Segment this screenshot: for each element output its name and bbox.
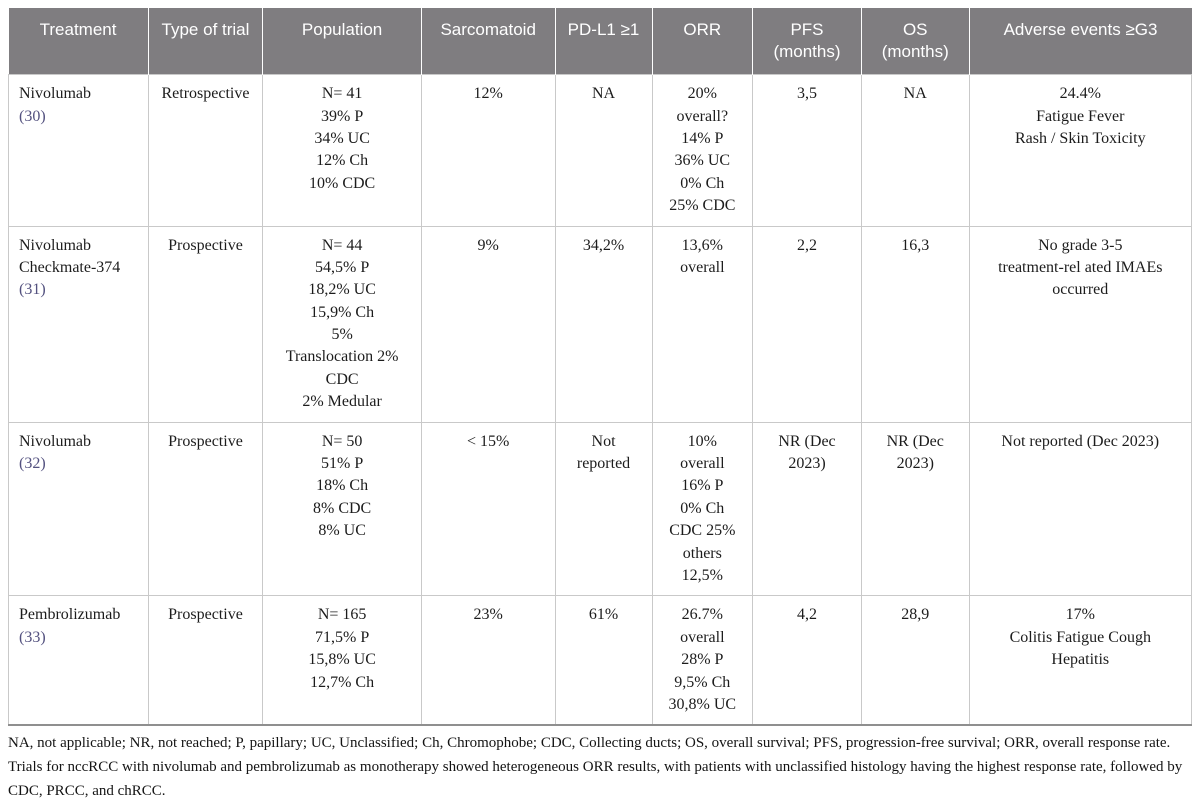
cell-pdl1: 61%	[554, 595, 653, 726]
cell-treatment: Nivolumab (30)	[8, 74, 149, 227]
cell-sarcomatoid: 12%	[420, 74, 556, 227]
cell-os: 28,9	[860, 595, 970, 726]
cell-trial_type: Prospective	[147, 225, 264, 423]
citation-link[interactable]: (32)	[19, 455, 46, 473]
treatment-name: Pembrolizumab	[19, 606, 121, 624]
trials-table: Treatment Type of trial Population Sarcomat…	[8, 8, 1193, 727]
table-header: Treatment Type of trial Population Sarcomat…	[8, 8, 1192, 75]
treatment-name: Nivolumab	[19, 85, 91, 103]
column-header-pdl1: PD-L1 ≥1	[554, 8, 653, 75]
cell-pfs: NR (Dec 2023)	[752, 421, 862, 597]
table-footnotes: NA, not applicable; NR, not reached; P, …	[8, 732, 1192, 803]
abbreviations-note: NA, not applicable; NR, not reached; P, …	[8, 735, 1171, 752]
column-header-sarcomatoid: Sarcomatoid	[420, 8, 556, 75]
column-header-population: Population	[262, 8, 422, 75]
cell-population: N= 44 54,5% P 18,2% UC 15,9% Ch 5% Trans…	[262, 225, 422, 423]
column-header-adverse: Adverse events ≥G3	[968, 8, 1192, 75]
citation-link[interactable]: (31)	[19, 281, 46, 299]
header-row: Treatment Type of trial Population Sarcomat…	[8, 8, 1192, 75]
column-header-trial_type: Type of trial	[147, 8, 263, 75]
cell-pdl1: NA	[554, 74, 653, 227]
table-body: Nivolumab (30) Retrospective N= 41 39% P 3…	[8, 74, 1193, 726]
column-header-pfs: PFS (months)	[752, 8, 862, 75]
cell-population: N= 50 51% P 18% Ch 8% CDC 8% UC	[262, 421, 422, 597]
cell-orr: 20% overall? 14% P 36% UC 0% Ch 25% CDC	[651, 74, 754, 227]
cell-pdl1: Not reported	[554, 421, 653, 597]
cell-adverse: 17% Colitis Fatigue Cough Hepatitis	[968, 595, 1193, 726]
column-header-orr: ORR	[651, 8, 753, 75]
cell-os: NR (Dec 2023)	[860, 421, 970, 597]
cell-pdl1: 34,2%	[554, 225, 653, 423]
column-header-treatment: Treatment	[8, 8, 149, 75]
citation-link[interactable]: (33)	[19, 628, 46, 646]
cell-orr: 26.7% overall 28% P 9,5% Ch 30,8% UC	[651, 595, 754, 726]
table-row: Pembrolizumab (33) Prospective N= 165 71,5…	[8, 595, 1193, 726]
column-header-os: OS (months)	[860, 8, 970, 75]
table-row: Nivolumab (30) Retrospective N= 41 39% P 3…	[8, 74, 1193, 227]
cell-population: N= 41 39% P 34% UC 12% Ch 10% CDC	[262, 74, 422, 227]
cell-sarcomatoid: 23%	[420, 595, 556, 726]
cell-pfs: 2,2	[752, 225, 862, 423]
cell-population: N= 165 71,5% P 15,8% UC 12,7% Ch	[262, 595, 422, 726]
cell-orr: 10% overall 16% P 0% Ch CDC 25% others 1…	[651, 421, 754, 597]
cell-adverse: Not reported (Dec 2023)	[968, 421, 1193, 597]
cell-treatment: Pembrolizumab (33)	[8, 595, 149, 726]
treatment-name: Nivolumab	[19, 432, 91, 450]
cell-pfs: 4,2	[752, 595, 862, 726]
cell-pfs: 3,5	[752, 74, 862, 227]
cell-adverse: 24.4% Fatigue Fever Rash / Skin Toxicity	[968, 74, 1193, 227]
cell-trial_type: Retrospective	[147, 74, 264, 227]
cell-os: 16,3	[860, 225, 970, 423]
cell-trial_type: Prospective	[147, 421, 264, 597]
table-row: Nivolumab Checkmate-374 (31) Prospective N…	[8, 225, 1193, 423]
treatment-name: Nivolumab Checkmate-374	[19, 236, 121, 276]
summary-note: Trials for nccRCC with nivolumab and pem…	[8, 759, 1183, 799]
cell-sarcomatoid: < 15%	[420, 421, 556, 597]
table-row: Nivolumab (32) Prospective N= 50 51% P 18%…	[8, 421, 1193, 597]
citation-link[interactable]: (30)	[19, 107, 46, 125]
cell-os: NA	[860, 74, 970, 227]
cell-adverse: No grade 3-5 treatment-rel ated IMAEs oc…	[968, 225, 1193, 423]
cell-trial_type: Prospective	[147, 595, 264, 726]
cell-treatment: Nivolumab (32)	[8, 421, 149, 597]
cell-orr: 13,6% overall	[651, 225, 754, 423]
cell-sarcomatoid: 9%	[420, 225, 556, 423]
cell-treatment: Nivolumab Checkmate-374 (31)	[8, 225, 149, 423]
